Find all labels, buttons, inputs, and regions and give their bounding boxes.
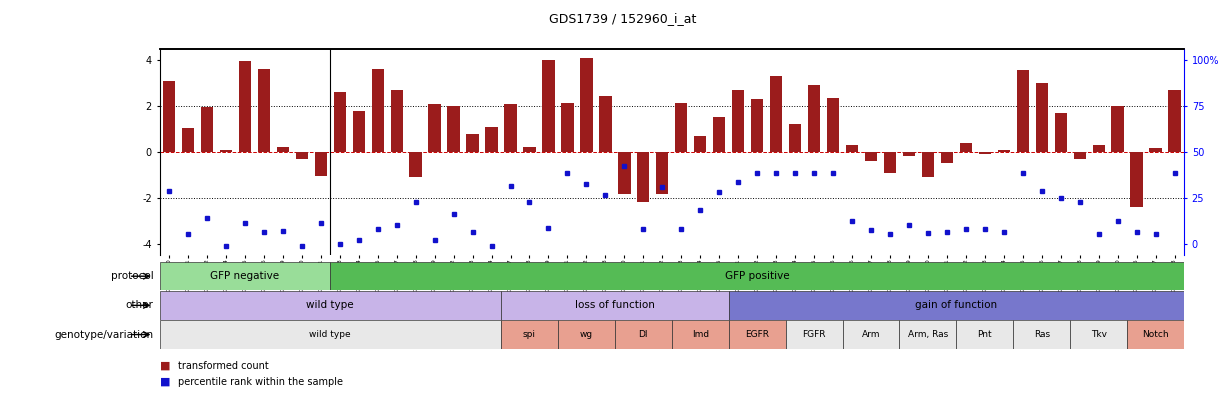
- Text: FGFR: FGFR: [802, 330, 826, 339]
- Bar: [561, 102, 573, 152]
- Bar: [239, 61, 252, 152]
- Bar: [220, 149, 232, 152]
- Bar: [314, 152, 326, 176]
- Text: transformed count: transformed count: [178, 361, 269, 371]
- Bar: [713, 117, 725, 152]
- Bar: [1014, 320, 1070, 349]
- Bar: [466, 134, 479, 152]
- Text: EGFR: EGFR: [745, 330, 769, 339]
- Text: lmd: lmd: [692, 330, 709, 339]
- Bar: [599, 96, 611, 152]
- Bar: [960, 143, 972, 152]
- Bar: [1168, 90, 1180, 152]
- Bar: [672, 320, 729, 349]
- Bar: [580, 58, 593, 152]
- Bar: [956, 320, 1014, 349]
- Text: other: other: [125, 301, 153, 310]
- Bar: [372, 69, 384, 152]
- Bar: [843, 320, 899, 349]
- Text: genotype/variation: genotype/variation: [54, 330, 153, 339]
- Bar: [410, 152, 422, 177]
- Text: Pnt: Pnt: [978, 330, 993, 339]
- Bar: [845, 145, 858, 152]
- Bar: [979, 152, 991, 154]
- Bar: [827, 98, 839, 152]
- Bar: [729, 320, 785, 349]
- Bar: [941, 152, 953, 163]
- Bar: [334, 92, 346, 152]
- Bar: [352, 111, 364, 152]
- Text: protocol: protocol: [110, 271, 153, 281]
- Text: GFP negative: GFP negative: [210, 271, 280, 281]
- Bar: [921, 152, 934, 177]
- Bar: [675, 102, 687, 152]
- Bar: [751, 99, 763, 152]
- Bar: [1070, 320, 1128, 349]
- Bar: [201, 107, 213, 152]
- Bar: [1150, 149, 1162, 152]
- Bar: [1074, 152, 1086, 159]
- Bar: [771, 76, 783, 152]
- Bar: [694, 136, 707, 152]
- Bar: [542, 60, 555, 152]
- Bar: [1092, 145, 1104, 152]
- Bar: [1017, 70, 1029, 152]
- Bar: [865, 152, 877, 161]
- Bar: [276, 147, 290, 152]
- Text: wild type: wild type: [307, 301, 355, 310]
- Bar: [729, 291, 1184, 320]
- Bar: [615, 320, 672, 349]
- Bar: [1130, 152, 1142, 207]
- Bar: [1054, 113, 1067, 152]
- Bar: [486, 127, 498, 152]
- Bar: [160, 262, 330, 290]
- Bar: [448, 106, 460, 152]
- Bar: [296, 152, 308, 159]
- Text: wild type: wild type: [309, 330, 351, 339]
- Text: GDS1739 / 152960_i_at: GDS1739 / 152960_i_at: [548, 12, 697, 25]
- Bar: [903, 152, 915, 156]
- Text: ■: ■: [160, 361, 171, 371]
- Text: Ras: Ras: [1033, 330, 1050, 339]
- Text: percentile rank within the sample: percentile rank within the sample: [178, 377, 342, 387]
- Text: gain of function: gain of function: [915, 301, 998, 310]
- Text: Tkv: Tkv: [1091, 330, 1107, 339]
- Bar: [656, 152, 669, 194]
- Text: Dl: Dl: [638, 330, 648, 339]
- Text: loss of function: loss of function: [575, 301, 655, 310]
- Bar: [1128, 320, 1184, 349]
- Bar: [807, 85, 820, 152]
- Bar: [504, 104, 517, 152]
- Bar: [160, 320, 501, 349]
- Bar: [789, 124, 801, 152]
- Text: wg: wg: [580, 330, 593, 339]
- Text: spi: spi: [523, 330, 536, 339]
- Bar: [501, 320, 558, 349]
- Bar: [524, 147, 536, 152]
- Bar: [160, 291, 501, 320]
- Bar: [618, 152, 631, 194]
- Bar: [1112, 106, 1124, 152]
- Bar: [637, 152, 649, 202]
- Bar: [899, 320, 956, 349]
- Bar: [785, 320, 843, 349]
- Bar: [390, 90, 402, 152]
- Bar: [182, 128, 194, 152]
- Text: Arm: Arm: [861, 330, 880, 339]
- Bar: [330, 262, 1184, 290]
- Bar: [163, 81, 175, 152]
- Bar: [428, 104, 440, 152]
- Bar: [1036, 83, 1048, 152]
- Text: ■: ■: [160, 377, 171, 387]
- Bar: [558, 320, 615, 349]
- Bar: [501, 291, 729, 320]
- Text: GFP positive: GFP positive: [725, 271, 789, 281]
- Bar: [258, 69, 270, 152]
- Text: Notch: Notch: [1142, 330, 1169, 339]
- Bar: [998, 149, 1010, 152]
- Bar: [883, 152, 896, 173]
- Text: Arm, Ras: Arm, Ras: [908, 330, 948, 339]
- Bar: [733, 90, 745, 152]
